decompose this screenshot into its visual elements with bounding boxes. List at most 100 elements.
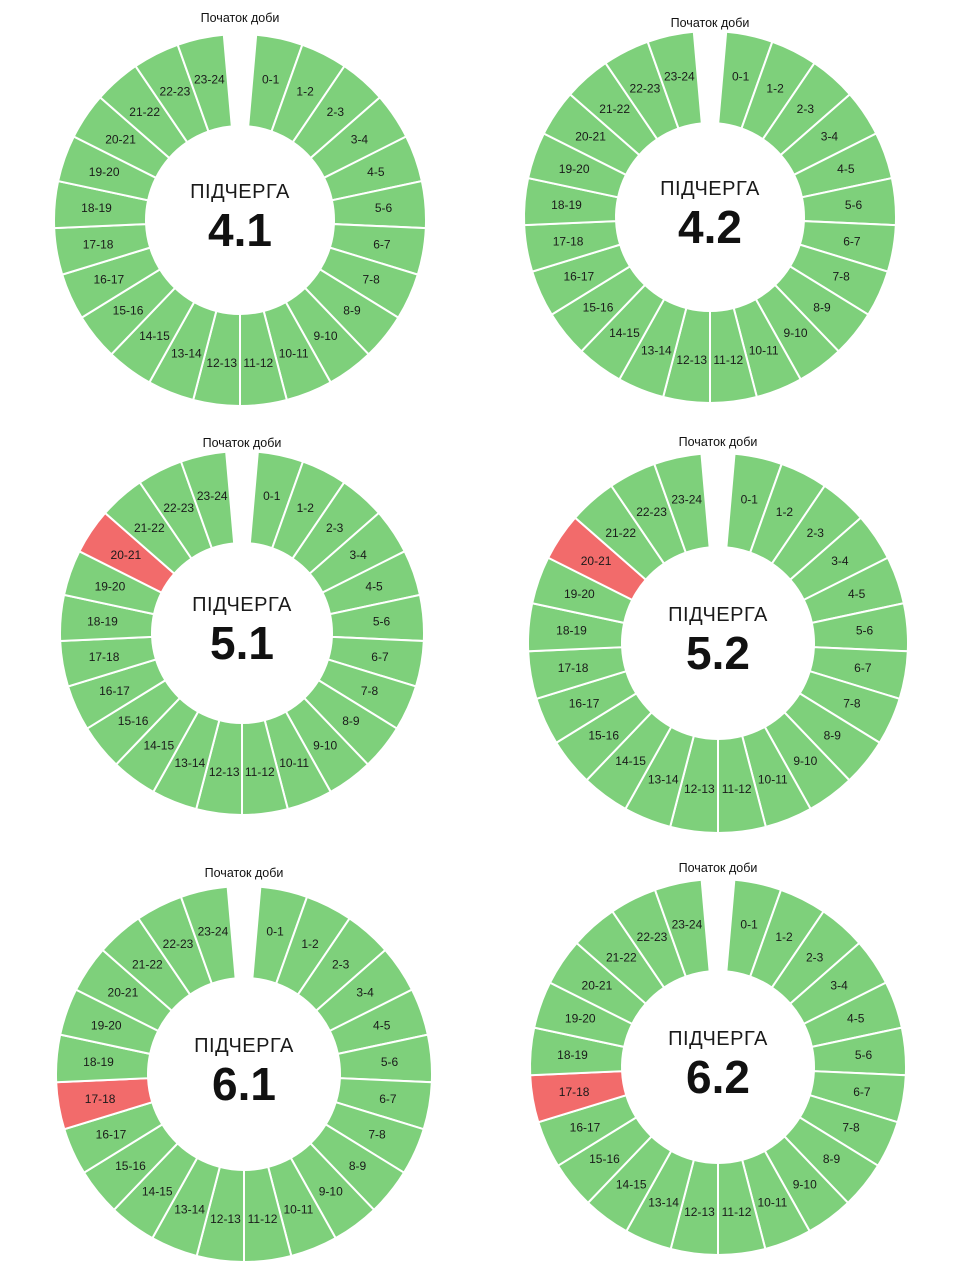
hour-label: 4-5 — [365, 580, 383, 594]
hour-label: 7-8 — [843, 697, 861, 711]
hour-label: 12-13 — [210, 1212, 241, 1226]
hour-label: 19-20 — [95, 580, 126, 594]
hour-label: 9-10 — [313, 739, 337, 753]
day-start-label: Початок доби — [205, 866, 284, 880]
subqueue-number: 6.1 — [212, 1058, 276, 1110]
hour-segment-23-24 — [646, 30, 703, 130]
hour-label: 11-12 — [722, 782, 752, 796]
hour-label: 13-14 — [648, 772, 679, 786]
day-start-label: Початок доби — [201, 11, 280, 25]
hour-label: 5-6 — [856, 624, 874, 638]
hour-label: 21-22 — [606, 951, 637, 965]
dial-chart: 0-1 1-2 2-3 3-4 4-5 5-6 6-7 7-8 8-9 9-10 10-11 11-1… — [59, 436, 425, 817]
hour-label: 11-12 — [243, 356, 273, 370]
hour-label: 7-8 — [832, 269, 850, 283]
hour-label: 14-15 — [615, 754, 646, 768]
hour-label: 4-5 — [848, 587, 866, 601]
hour-label: 3-4 — [351, 133, 369, 147]
hour-label: 16-17 — [93, 272, 124, 286]
hour-label: 18-19 — [87, 614, 118, 628]
queue-dial-4-2: 0-1 1-2 2-3 3-4 4-5 5-6 6-7 7-8 8-9 9-10 10-11 11-1… — [480, 0, 960, 426]
hour-label: 13-14 — [174, 756, 205, 770]
subqueue-label: ПІДЧЕРГА — [668, 1028, 768, 1050]
hour-label: 8-9 — [824, 728, 842, 742]
hour-label: 20-21 — [575, 130, 606, 144]
hour-label: 2-3 — [806, 951, 824, 965]
hour-label: 0-1 — [741, 492, 759, 506]
hour-label: 19-20 — [91, 1019, 122, 1033]
hour-label: 22-23 — [637, 930, 668, 944]
hour-label: 9-10 — [319, 1184, 343, 1198]
hour-label: 12-13 — [209, 765, 240, 779]
hour-label: 11-12 — [722, 1205, 752, 1219]
hour-label: 18-19 — [83, 1055, 114, 1069]
hour-label: 8-9 — [342, 714, 360, 728]
queue-dial-6-1: 0-1 1-2 2-3 3-4 4-5 5-6 6-7 7-8 8-9 9-10 10-11 11-1… — [0, 852, 480, 1278]
hour-label: 23-24 — [198, 924, 229, 938]
hour-label: 22-23 — [630, 82, 661, 96]
hour-label: 0-1 — [732, 69, 750, 83]
hour-segment-23-24 — [653, 452, 711, 554]
hour-label: 23-24 — [194, 72, 225, 86]
hour-label: 1-2 — [301, 937, 319, 951]
hour-label: 21-22 — [132, 958, 163, 972]
dial-chart: 0-1 1-2 2-3 3-4 4-5 5-6 6-7 7-8 8-9 9-10 10-11 11-1… — [53, 11, 427, 408]
hour-label: 8-9 — [813, 301, 831, 315]
hour-label: 18-19 — [81, 201, 112, 215]
hour-label: 7-8 — [362, 272, 380, 286]
hour-label: 15-16 — [583, 301, 614, 315]
hour-label: 0-1 — [263, 489, 281, 503]
hour-label: 16-17 — [570, 1120, 601, 1134]
day-start-label: Початок доби — [679, 435, 758, 449]
hour-label: 0-1 — [740, 917, 758, 931]
hour-label: 0-1 — [262, 72, 280, 86]
hour-label: 3-4 — [821, 130, 839, 144]
hour-label: 15-16 — [113, 304, 144, 318]
hour-label: 12-13 — [676, 353, 707, 367]
hour-segment-23-24 — [653, 878, 711, 978]
hour-label: 10-11 — [749, 344, 779, 358]
hour-label: 1-2 — [775, 930, 793, 944]
hour-label: 6-7 — [371, 650, 389, 664]
hour-label: 21-22 — [605, 526, 636, 540]
hour-label: 18-19 — [551, 198, 582, 212]
hour-label: 22-23 — [636, 505, 667, 519]
hour-label: 13-14 — [648, 1195, 679, 1209]
hour-label: 1-2 — [296, 85, 314, 99]
queue-dial-4-1: 0-1 1-2 2-3 3-4 4-5 5-6 6-7 7-8 8-9 9-10 10-11 11-1… — [0, 0, 480, 426]
subqueue-label: ПІДЧЕРГА — [190, 181, 290, 203]
hour-label: 17-18 — [89, 650, 120, 664]
hour-label: 8-9 — [823, 1152, 841, 1166]
hour-label: 10-11 — [279, 347, 309, 361]
hour-label: 17-18 — [553, 234, 584, 248]
hour-label: 20-21 — [108, 985, 139, 999]
dial-chart: 0-1 1-2 2-3 3-4 4-5 5-6 6-7 7-8 8-9 9-10 10-11 11-1… — [529, 861, 907, 1257]
hour-label: 2-3 — [332, 958, 350, 972]
hour-label: 10-11 — [279, 756, 309, 770]
hour-label: 0-1 — [266, 924, 284, 938]
hour-label: 14-15 — [142, 1184, 173, 1198]
hour-segment-23-24 — [179, 450, 236, 550]
hour-label: 5-6 — [381, 1055, 399, 1069]
hour-label: 9-10 — [314, 329, 338, 343]
hour-label: 12-13 — [206, 356, 237, 370]
hour-label: 15-16 — [118, 714, 149, 728]
hour-label: 7-8 — [842, 1120, 860, 1134]
hour-label: 2-3 — [327, 105, 345, 119]
hour-label: 23-24 — [671, 492, 702, 506]
hour-label: 10-11 — [757, 1195, 787, 1209]
hour-label: 17-18 — [558, 661, 589, 675]
hour-label: 2-3 — [797, 102, 815, 116]
hour-label: 18-19 — [557, 1048, 588, 1062]
subqueue-label: ПІДЧЕРГА — [194, 1035, 294, 1057]
hour-label: 9-10 — [793, 1177, 817, 1191]
hour-label: 5-6 — [373, 614, 391, 628]
hour-label: 22-23 — [163, 937, 194, 951]
hour-label: 8-9 — [343, 304, 361, 318]
hour-label: 2-3 — [807, 526, 825, 540]
hour-label: 1-2 — [776, 505, 794, 519]
hour-label: 14-15 — [143, 739, 174, 753]
hour-label: 9-10 — [784, 326, 808, 340]
hour-label: 2-3 — [326, 521, 344, 535]
hour-label: 15-16 — [589, 1152, 620, 1166]
